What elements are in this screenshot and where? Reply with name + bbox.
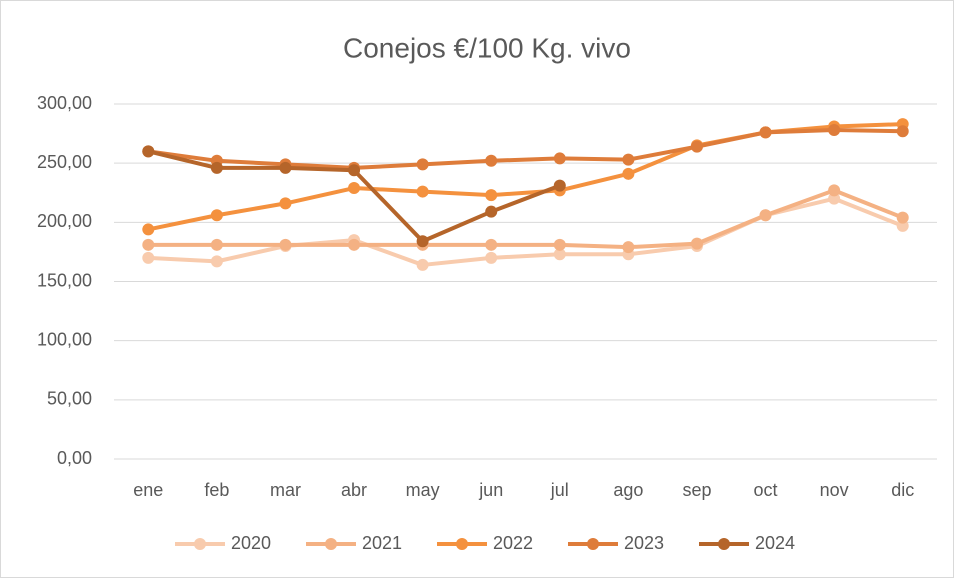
y-tick-label: 150,00 (37, 270, 92, 290)
data-point (142, 251, 155, 264)
series-line (148, 128, 903, 170)
data-point (553, 238, 566, 251)
data-point (210, 255, 223, 268)
x-tick-label: jun (478, 480, 503, 500)
data-point (348, 238, 361, 251)
data-point (416, 258, 429, 271)
x-tick-label: jul (550, 480, 569, 500)
data-point (416, 158, 429, 171)
data-point (690, 140, 703, 153)
data-point (142, 238, 155, 251)
y-tick-label: 200,00 (37, 211, 92, 231)
data-point (279, 197, 292, 210)
data-point (896, 125, 909, 138)
data-point (210, 209, 223, 222)
x-tick-label: may (406, 480, 440, 500)
data-point (553, 179, 566, 192)
data-point (622, 241, 635, 254)
legend-label: 2024 (755, 533, 795, 553)
y-tick-label: 0,00 (57, 448, 92, 468)
data-point (142, 145, 155, 158)
data-point (828, 192, 841, 205)
x-tick-label: feb (204, 480, 229, 500)
data-point (553, 152, 566, 165)
x-tick-label: dic (891, 480, 914, 500)
legend-label: 2022 (493, 533, 533, 553)
legend-label: 2020 (231, 533, 271, 553)
legend-marker (194, 538, 206, 550)
data-point (622, 167, 635, 180)
data-point (828, 124, 841, 137)
x-tick-label: ene (133, 480, 163, 500)
legend-marker (456, 538, 468, 550)
data-point (485, 154, 498, 167)
x-tick-label: mar (270, 480, 301, 500)
x-tick-label: nov (820, 480, 849, 500)
data-point (485, 189, 498, 202)
y-tick-label: 250,00 (37, 152, 92, 172)
data-point (416, 235, 429, 248)
data-point (828, 184, 841, 197)
data-point (279, 161, 292, 174)
data-point (896, 219, 909, 232)
data-point (279, 238, 292, 251)
legend-label: 2021 (362, 533, 402, 553)
x-tick-label: abr (341, 480, 367, 500)
legend-marker (587, 538, 599, 550)
data-point (553, 248, 566, 261)
data-point (690, 237, 703, 250)
data-point (622, 153, 635, 166)
data-point (348, 164, 361, 177)
data-point (759, 126, 772, 139)
x-tick-label: oct (754, 480, 778, 500)
legend-marker (718, 538, 730, 550)
data-point (348, 182, 361, 195)
data-point (896, 211, 909, 224)
data-point (210, 238, 223, 251)
y-tick-label: 100,00 (37, 329, 92, 349)
data-point (485, 205, 498, 218)
legend-marker (325, 538, 337, 550)
x-tick-label: sep (682, 480, 711, 500)
series-line (148, 188, 904, 250)
data-point (416, 185, 429, 198)
y-tick-label: 300,00 (37, 93, 92, 113)
x-tick-label: ago (613, 480, 643, 500)
data-point (759, 209, 772, 222)
data-point (485, 238, 498, 251)
data-point (210, 161, 223, 174)
chart-title: Conejos €/100 Kg. vivo (343, 32, 631, 63)
data-point (142, 223, 155, 236)
y-tick-label: 50,00 (47, 389, 92, 409)
legend-label: 2023 (624, 533, 664, 553)
data-point (485, 251, 498, 264)
